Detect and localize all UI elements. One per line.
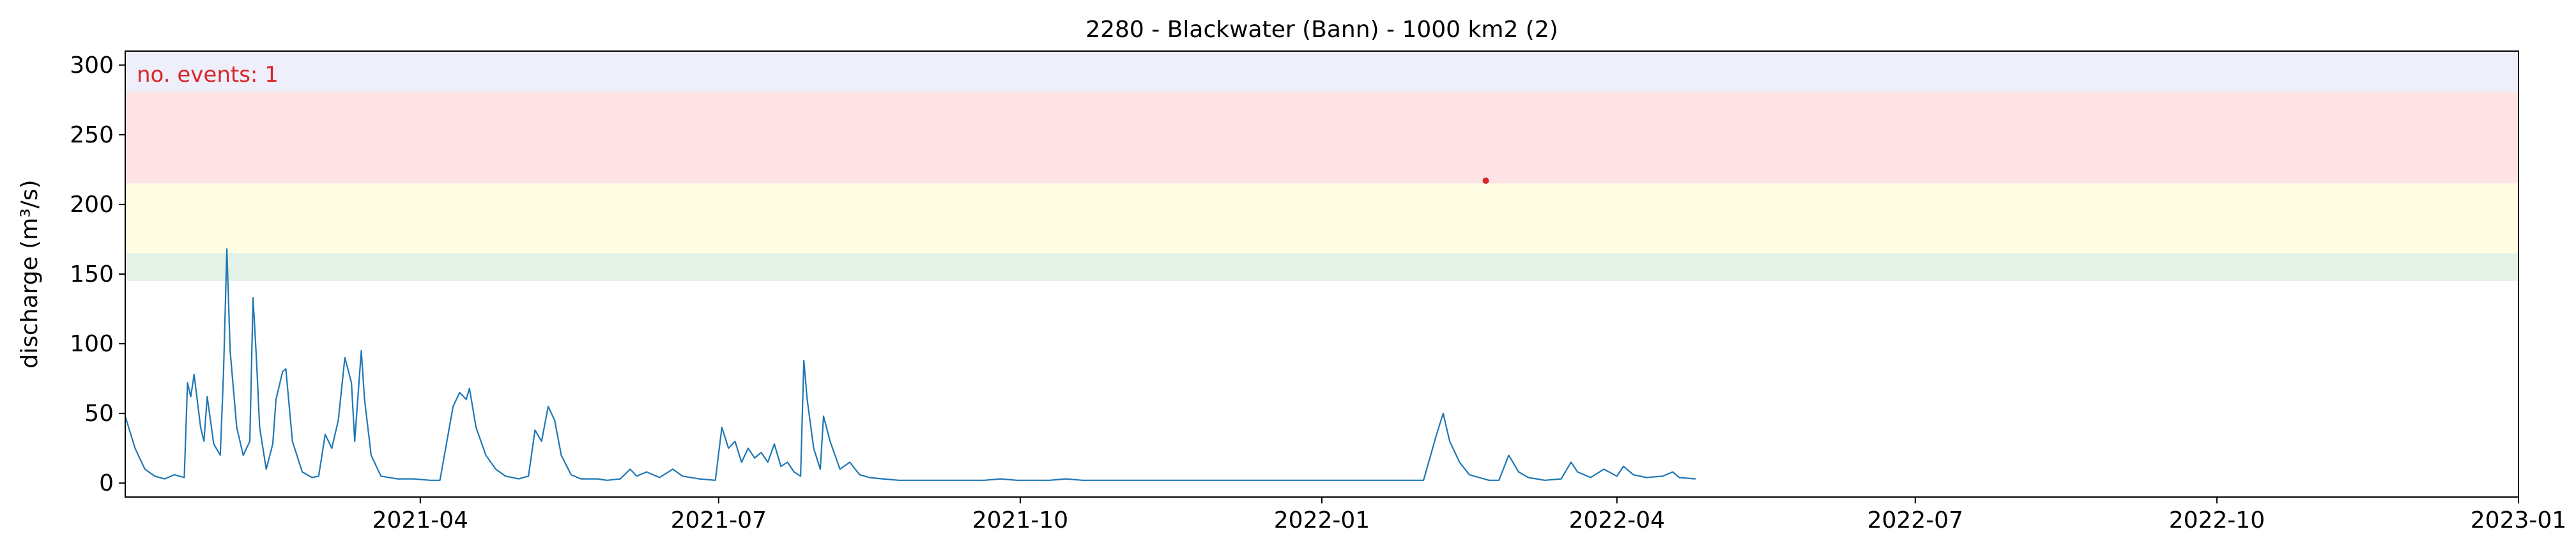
y-axis-label: discharge (m³/s) [17, 180, 43, 368]
y-axis: 0 50 100 150 200 250 300 [70, 52, 125, 496]
x-tick-label: 2022-04 [1569, 507, 1665, 533]
event-marker-layer [1482, 177, 1489, 184]
y-tick-label: 250 [70, 122, 114, 148]
threshold-band-3 [125, 51, 2518, 92]
x-tick-label: 2022-07 [1867, 507, 1963, 533]
x-tick-label: 2022-10 [2169, 507, 2265, 533]
chart-title: 2280 - Blackwater (Bann) - 1000 km2 (2) [1085, 17, 1558, 43]
x-tick-label: 2022-01 [1274, 507, 1370, 533]
y-tick-label: 200 [70, 192, 114, 218]
x-tick-label: 2023-01 [2471, 507, 2566, 533]
threshold-bands [125, 51, 2518, 281]
x-axis: 2021-04 2021-07 2021-10 2022-01 2022-04 2022-… [372, 497, 2566, 533]
series-line-0 [124, 248, 1696, 481]
threshold-band-0 [125, 253, 2518, 281]
y-tick-label: 150 [70, 261, 114, 287]
y-tick-label: 0 [99, 470, 114, 496]
y-tick-label: 100 [70, 331, 114, 357]
x-tick-label: 2021-07 [671, 507, 767, 533]
y-tick-label: 50 [84, 401, 114, 427]
event-count-annotation: no. events: 1 [137, 62, 279, 88]
event-marker [1482, 177, 1489, 184]
series-layer [124, 248, 1696, 481]
threshold-band-2 [125, 91, 2518, 184]
y-tick-label: 300 [70, 52, 114, 79]
x-tick-label: 2021-10 [972, 507, 1068, 533]
x-tick-label: 2021-04 [372, 507, 468, 533]
threshold-band-1 [125, 183, 2518, 254]
